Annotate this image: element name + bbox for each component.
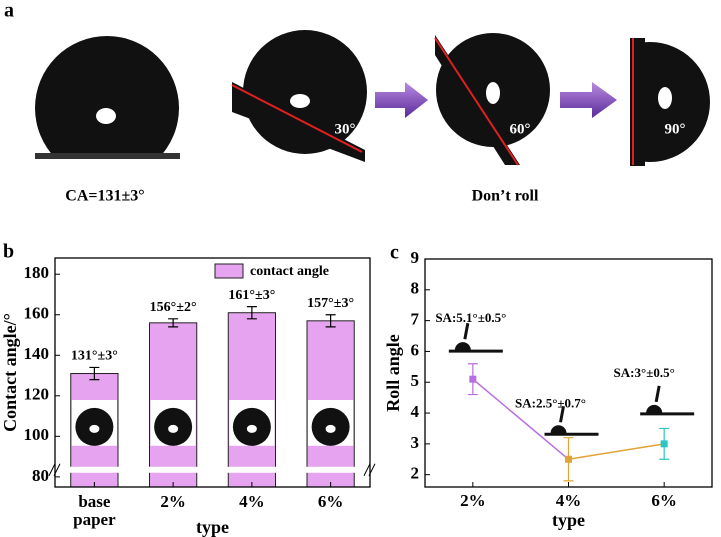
tilt-label: 90° <box>665 121 686 137</box>
droplet-needle <box>559 405 565 423</box>
droplet <box>646 404 663 413</box>
marker <box>660 440 668 448</box>
x-axis-label: type <box>552 510 585 530</box>
droplet-highlight <box>168 424 179 433</box>
y-tick-label: 180 <box>24 263 50 282</box>
panel-label: b <box>3 241 14 263</box>
value-label: 161°±3° <box>228 288 275 303</box>
panel-label: c <box>390 242 399 264</box>
x-tick-label: base paper <box>73 492 116 529</box>
marker <box>565 455 572 463</box>
axis-break <box>51 466 374 473</box>
droplet <box>454 342 471 351</box>
legend-swatch <box>214 263 244 279</box>
axis-break-mark <box>48 463 376 476</box>
x-tick-label: 6% <box>317 492 344 511</box>
marker <box>469 375 477 383</box>
droplet-highlight <box>325 424 336 433</box>
contact-angle-label: CA=131±3° <box>65 188 144 205</box>
y-tick-label: 120 <box>24 385 50 404</box>
tilt-label: 30° <box>335 121 356 137</box>
y-tick-label: 100 <box>24 425 50 444</box>
y-tick-label: 160 <box>24 304 50 323</box>
line-segment <box>472 378 569 460</box>
x-tick-label: 2% <box>460 491 486 510</box>
y-tick-label: 9 <box>411 248 420 267</box>
droplet-highlight <box>89 424 100 433</box>
x-tick-label: 2% <box>160 492 186 511</box>
y-axis-label: Roll angle <box>383 334 403 412</box>
y-tick-label: 8 <box>411 279 420 298</box>
y-tick-label: 5 <box>411 371 420 390</box>
error-bar <box>89 366 100 381</box>
droplet-needle <box>463 322 470 340</box>
y-tick-label: 80 <box>32 466 49 485</box>
legend-label: contact angle <box>250 264 329 279</box>
droplet-needle <box>654 385 661 403</box>
y-tick-label: 7 <box>411 310 420 329</box>
panel-label: a <box>4 0 14 22</box>
value-label: 131°±3° <box>71 349 118 364</box>
value-label: 157°±3° <box>307 296 354 311</box>
plot-frame <box>54 257 371 488</box>
y-tick-label: 6 <box>411 340 420 359</box>
bar <box>227 312 276 488</box>
panel-a-images <box>35 30 710 166</box>
y-tick-label: 140 <box>24 344 50 363</box>
x-tick-label: 4% <box>239 492 265 511</box>
value-label: SA:2.5°±0.7° <box>515 395 586 410</box>
y-tick-label: 4 <box>411 402 420 421</box>
value-label: 156°±2° <box>150 300 197 315</box>
y-tick-label: 2 <box>411 464 420 483</box>
y-tick-label: 3 <box>411 433 420 452</box>
error-bar <box>246 306 257 320</box>
plot-frame <box>424 258 713 488</box>
error-bar <box>168 318 179 328</box>
droplet-highlight <box>246 424 257 433</box>
x-tick-label: 4% <box>555 491 582 510</box>
line-segment <box>568 443 665 461</box>
x-axis-label: type <box>196 517 229 537</box>
error-bar <box>325 314 336 328</box>
value-label: SA:3°±0.5° <box>614 365 675 380</box>
y-axis-label: Contact angle/° <box>0 313 20 432</box>
droplet <box>550 425 567 434</box>
tilt-label: 60° <box>510 121 531 137</box>
value-label: SA:5.1°±0.5° <box>435 310 506 325</box>
x-tick-label: 6% <box>651 491 677 510</box>
caption: Don’t roll <box>472 188 539 205</box>
